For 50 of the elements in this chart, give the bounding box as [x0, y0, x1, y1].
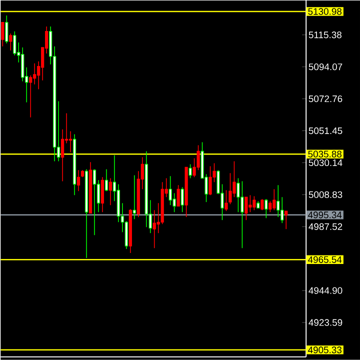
candlestick: [76, 170, 80, 192]
candlestick: [100, 176, 104, 213]
candlestick: [33, 63, 36, 85]
candlestick: [272, 188, 276, 211]
candlestick: [60, 129, 64, 182]
candlestick: [172, 192, 176, 213]
ref-line-label: 4965.54: [308, 256, 342, 264]
candlestick: [260, 198, 264, 211]
candlestick: [264, 198, 268, 219]
ref-line-label: 4995.34: [308, 212, 342, 218]
candlestick: [252, 196, 256, 211]
y-tick-label: 5051.45: [308, 127, 342, 134]
candlestick: [228, 172, 232, 205]
candlestick: [240, 180, 244, 249]
candlestick: [68, 130, 72, 153]
candlestick: [1, 22, 4, 47]
candlestick: [208, 166, 212, 196]
candlestick: [276, 184, 280, 218]
candlestick: [132, 174, 136, 220]
ref-line-label: 4905.33: [308, 346, 342, 354]
candlestick: [248, 194, 252, 213]
y-tick-label: 5030.14: [308, 159, 342, 166]
candlestick: [280, 196, 284, 224]
candlestick: [5, 15, 8, 44]
y-tick-label: 5072.76: [308, 96, 342, 102]
y-tick-label: 5094.07: [308, 64, 342, 70]
candlestick: [104, 168, 108, 192]
candlestick: [180, 186, 184, 213]
candlestick: [188, 164, 192, 179]
ref-line-label: 5035.88: [308, 150, 342, 158]
candlestick: [108, 178, 112, 206]
y-tick-label: 4944.90: [308, 287, 342, 294]
candlestick: [284, 210, 288, 230]
candlestick: [29, 75, 32, 118]
y-tick-label: 4987.52: [308, 223, 342, 230]
ref-line-label: 5130.98: [308, 8, 342, 15]
candlestick: [224, 190, 228, 212]
candlestick: [92, 168, 96, 236]
candlestick: [152, 210, 156, 249]
candlestick: [168, 176, 172, 206]
candlestick: [244, 196, 248, 221]
y-tick-label: 4923.59: [308, 319, 342, 326]
y-tick-label: 5115.38: [308, 32, 342, 38]
candlestick: [268, 200, 272, 213]
y-tick-label: 5008.83: [308, 191, 342, 198]
candlestick: [21, 47, 24, 82]
candlestick: [9, 33, 12, 51]
candlestick: [13, 31, 16, 56]
candlestick: [236, 178, 240, 213]
candlestick: [176, 184, 180, 207]
